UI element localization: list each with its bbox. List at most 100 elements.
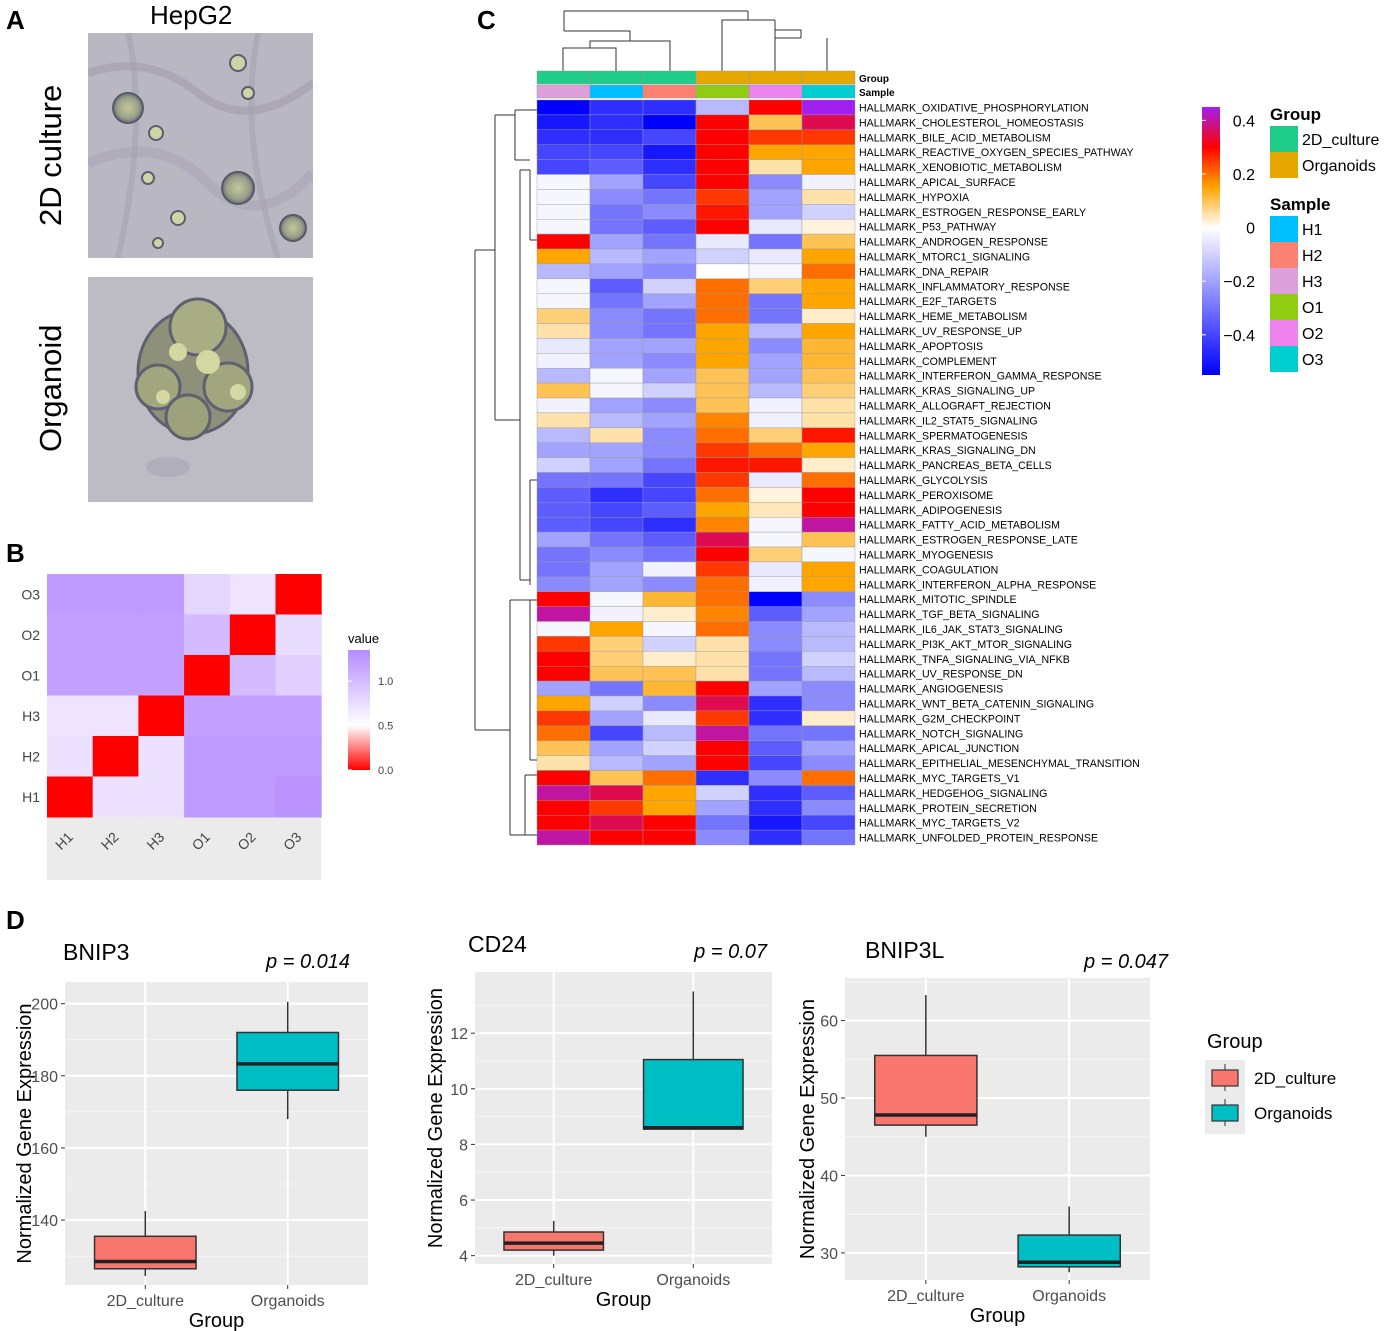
legend-sample-swatch: [1270, 242, 1298, 268]
heatmap-c-cell: [801, 531, 856, 548]
heatmap-c-cell: [748, 531, 803, 548]
heatmap-c-row-label: HALLMARK_MITOTIC_SPINDLE: [859, 594, 1017, 606]
heatmap-c-row-label: HALLMARK_APOPTOSIS: [859, 341, 983, 353]
heatmap-c-cell: [801, 263, 856, 279]
heatmap-c-row-label: HALLMARK_IL6_JAK_STAT3_SIGNALING: [859, 624, 1063, 636]
colorbar-c-tick-label: 0.4: [1233, 113, 1255, 130]
heatmap-c-cell: [695, 576, 750, 592]
heatmap-c-cell: [589, 576, 644, 592]
heatmap-c-cell: [748, 159, 803, 175]
heatmap-c-cell: [748, 487, 803, 503]
x-axis-title: Group: [596, 1289, 652, 1311]
heatmap-c-cell: [642, 397, 697, 414]
annotation-sample-cell: [695, 84, 750, 99]
heatmap-c-cell: [536, 725, 591, 741]
box-organoids: [642, 1058, 744, 1130]
annotation-label-sample: Sample: [859, 88, 895, 99]
heatmap-c-cell: [801, 338, 856, 354]
heatmap-c-cell: [589, 233, 644, 250]
heatmap-c-row-label: HALLMARK_MYOGENESIS: [859, 549, 993, 561]
heatmap-c-row-label: HALLMARK_MYC_TARGETS_V1: [859, 773, 1020, 785]
heatmap-c-cell: [536, 218, 591, 235]
heatmap-c-cell: [748, 517, 803, 533]
heatmap-c-row-label: HALLMARK_G2M_CHECKPOINT: [859, 713, 1021, 725]
heatmap-c-cell: [748, 204, 803, 220]
heatmap-c-cell: [536, 457, 591, 473]
heatmap-c-cell: [695, 725, 750, 741]
heatmap-c-cell: [801, 233, 856, 250]
heatmap-c-cell: [642, 382, 697, 399]
heatmap-c-cell: [536, 710, 591, 727]
heatmap-c-cell: [695, 457, 750, 473]
heatmap-b-cell: [275, 574, 322, 615]
heatmap-c-cell: [801, 725, 856, 741]
heatmap-c-cell: [695, 99, 750, 116]
annotation-sample-cell: [748, 84, 803, 99]
heatmap-c-row-label: HALLMARK_UV_RESPONSE_UP: [859, 326, 1022, 338]
legend-group-swatch: [1270, 126, 1298, 152]
heatmap-c-cell: [748, 710, 803, 727]
heatmap-c-cell: [642, 531, 697, 548]
heatmap-c-cell: [801, 770, 856, 786]
heatmap-c-cell: [748, 755, 803, 771]
heatmap-b-cell: [275, 695, 322, 737]
heatmap-c-cell: [589, 680, 644, 697]
heatmap-c-row-label: HALLMARK_UNFOLDED_PROTEIN_RESPONSE: [859, 833, 1098, 845]
heatmap-c-cell: [536, 308, 591, 324]
heatmap-c-cell: [536, 785, 591, 801]
heatmap-c-cell: [642, 114, 697, 131]
annotation-sample-cell: [536, 84, 591, 99]
heatmap-c-cell: [536, 204, 591, 220]
heatmap-b-cell: [275, 776, 322, 818]
heatmap-c-cell: [589, 815, 644, 831]
heatmap-c-cell: [695, 651, 750, 667]
heatmap-c-cell: [536, 338, 591, 354]
heatmap-c-cell: [695, 815, 750, 831]
heatmap-c-row-label: HALLMARK_E2F_TARGETS: [859, 296, 997, 308]
heatmap-c-cell: [536, 99, 591, 116]
heatmap-c-cell: [589, 278, 644, 294]
heatmap-c-cell: [642, 204, 697, 220]
heatmap-c-cell: [695, 189, 750, 205]
heatmap-c-cell: [589, 129, 644, 145]
heatmap-b-cell: [229, 736, 276, 777]
heatmap-c-cell: [589, 99, 644, 116]
heatmap-c-cell: [801, 159, 856, 175]
heatmap-c-cell: [748, 829, 803, 846]
heatmap-c-cell: [589, 695, 644, 712]
legend-sample-swatch: [1270, 294, 1298, 320]
heatmap-c-cell: [642, 621, 697, 637]
heatmap-b-cell: [184, 695, 231, 737]
heatmap-c-cell: [589, 308, 644, 324]
heatmap-c-row-label: HALLMARK_KRAS_SIGNALING_UP: [859, 386, 1035, 398]
heatmap-c-cell: [642, 755, 697, 771]
heatmap-c-cell: [642, 800, 697, 816]
heatmap-b-cell: [138, 776, 185, 818]
heatmap-c-row-label: HALLMARK_PEROXISOME: [859, 490, 993, 502]
heatmap-c-cell: [695, 770, 750, 786]
legend-group-swatch: [1270, 152, 1298, 178]
heatmap-c-cell: [695, 829, 750, 846]
heatmap-c-cell: [536, 591, 591, 607]
box-organoids: [236, 1031, 340, 1091]
heatmap-c-cell: [536, 502, 591, 518]
heatmap-c-cell: [536, 233, 591, 250]
legend-group-label: Organoids: [1302, 158, 1376, 175]
heatmap-c-cell: [695, 517, 750, 533]
heatmap-c-row-label: HALLMARK_EPITHELIAL_MESENCHYMAL_TRANSITI…: [859, 758, 1140, 770]
panel-label-d: D: [6, 905, 25, 935]
heatmap-c-cell: [589, 829, 644, 846]
heatmap-c-cell: [801, 129, 856, 145]
heatmap-c-row-label: HALLMARK_COAGULATION: [859, 564, 998, 576]
heatmap-c-cell: [642, 338, 697, 354]
heatmap-c-cell: [748, 129, 803, 145]
heatmap-c-cell: [642, 308, 697, 324]
heatmap-c-cell: [642, 561, 697, 578]
heatmap-c-cell: [801, 680, 856, 697]
heatmap-b-legend-label: 0.5: [378, 721, 393, 733]
heatmap-c-cell: [748, 382, 803, 399]
annotation-sample-cell: [801, 84, 856, 99]
heatmap-c-row-label: HALLMARK_REACTIVE_OXYGEN_SPECIES_PATHWAY: [859, 147, 1134, 159]
heatmap-c-cell: [642, 829, 697, 846]
heatmap-c-row-label: HALLMARK_INFLAMMATORY_RESPONSE: [859, 281, 1070, 293]
